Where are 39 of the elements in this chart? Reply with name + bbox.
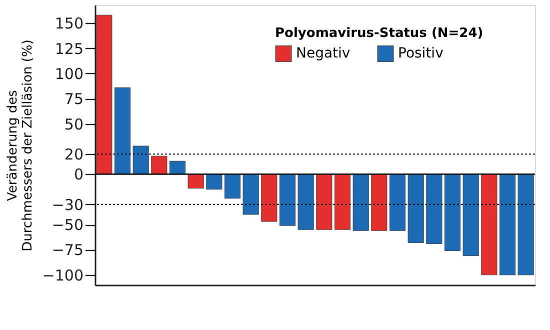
bar [334, 174, 351, 230]
bar [298, 174, 314, 230]
bar [151, 156, 168, 174]
y-tick-label: −50 [52, 216, 84, 234]
bar [408, 174, 424, 243]
bar [389, 174, 406, 231]
bar [132, 146, 149, 174]
y-tick-label: 100 [54, 64, 84, 83]
bar [352, 174, 369, 231]
legend-label: Positiv [398, 46, 444, 62]
y-tick-label: −75 [52, 241, 84, 260]
y-tick-label: −30 [52, 196, 84, 214]
bar [371, 174, 388, 231]
y-axis-title: Veränderung des Durchmessers der Zielläsion (%) [5, 40, 36, 252]
bar [114, 87, 131, 174]
bar [224, 174, 241, 199]
bar [188, 174, 204, 189]
bar [261, 174, 278, 222]
y-tick-label: 0 [74, 166, 84, 184]
bar [518, 174, 534, 276]
y-tick-label: 125 [54, 40, 84, 58]
bar [316, 174, 332, 230]
y-tick-label: 50 [64, 115, 84, 134]
y-tick-label: −100 [42, 266, 84, 284]
bar [279, 174, 296, 226]
bar [462, 174, 479, 256]
bar [444, 174, 461, 252]
legend-label: Negativ [296, 46, 350, 62]
bar [169, 160, 186, 174]
bar [96, 14, 112, 174]
bar [206, 174, 222, 190]
bar [242, 174, 259, 215]
legend-title: Polyomavirus-Status (N=24) [275, 26, 484, 41]
bar [481, 174, 498, 276]
y-tick-label: 20 [64, 146, 84, 164]
y-tick-label: 150 [54, 14, 84, 33]
bar [426, 174, 442, 244]
y-tick-label: 75 [64, 90, 84, 108]
bar [499, 174, 516, 276]
